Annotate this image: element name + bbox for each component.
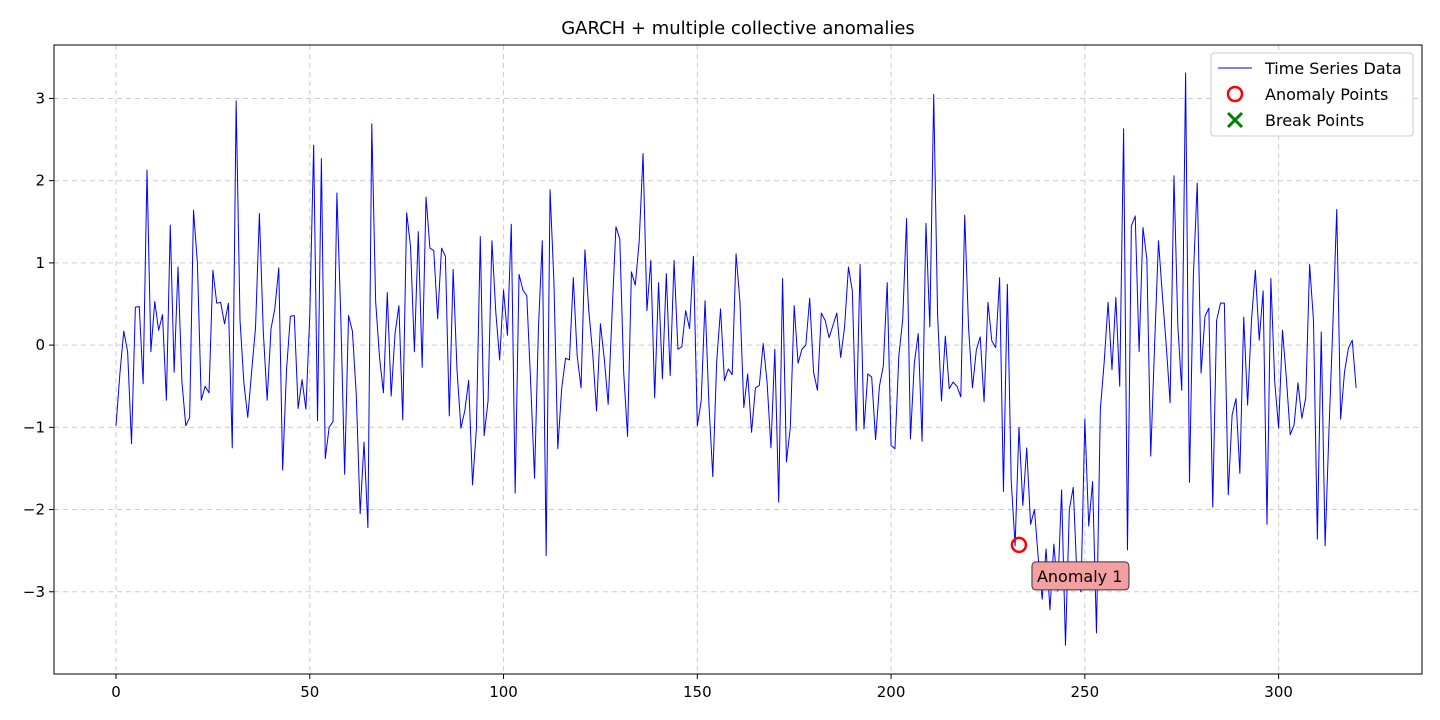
x-tick-label: 150 (683, 683, 712, 701)
legend-label: Anomaly Points (1265, 85, 1388, 104)
series-line (115, 72, 1357, 646)
legend: Time Series Data Anomaly Points Break Poin… (1210, 52, 1414, 137)
y-tick-label: 2 (35, 172, 45, 190)
annotation-box (1031, 561, 1130, 591)
anomaly-point (1010, 536, 1028, 554)
tick-layer: 0 50 100 150 200 250 300 −3 −2 −1 0 1 2 3 (23, 89, 1293, 701)
x-tick-label: 0 (111, 683, 121, 701)
plot-frame (53, 44, 1423, 675)
annotation-text: Anomaly 1 (1037, 567, 1122, 586)
y-tick-label: −2 (23, 501, 45, 519)
anomaly-layer (1010, 536, 1028, 554)
y-tick-label: 1 (35, 254, 45, 272)
legend-x-marker (1226, 111, 1244, 129)
chart-title: GARCH + multiple collective anomalies (561, 18, 915, 39)
x-tick-label: 250 (1071, 683, 1100, 701)
series-layer (115, 72, 1357, 646)
annotation-layer: Anomaly 1 (1031, 561, 1130, 591)
legend-label: Time Series Data (1264, 59, 1402, 78)
y-tick-label: 3 (35, 89, 45, 107)
legend-label: Break Points (1265, 111, 1364, 130)
y-tick-label: −1 (23, 418, 45, 436)
x-tick-label: 50 (300, 683, 319, 701)
x-tick-label: 100 (489, 683, 518, 701)
x-tick-label: 200 (877, 683, 906, 701)
x-tick-label: 300 (1264, 683, 1293, 701)
legend-box (1210, 52, 1414, 137)
y-tick-label: −3 (23, 583, 45, 601)
legend-circle-marker (1226, 85, 1244, 103)
grid (54, 45, 1422, 674)
y-tick-label: 0 (35, 336, 45, 354)
